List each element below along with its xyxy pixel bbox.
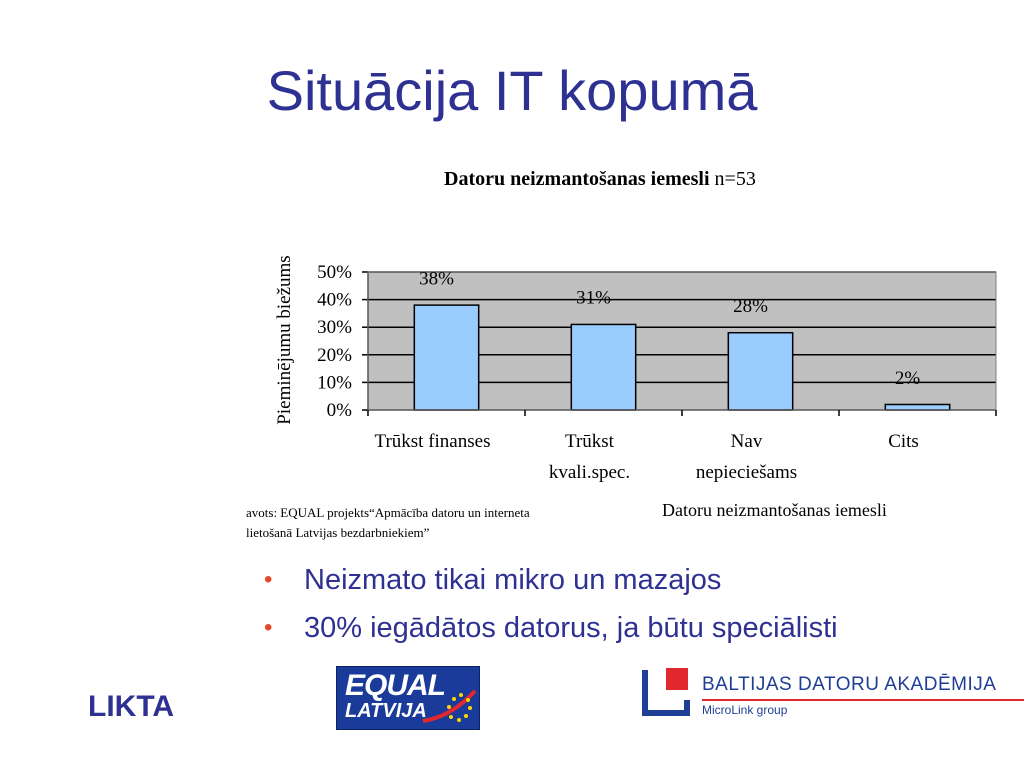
source-line-1: avots: EQUAL projekts“Apmācība datoru un… [246,505,530,520]
x-tick-label: kvali.spec. [549,462,630,483]
eu-stars-icon [422,689,477,723]
bda-name: BALTIJAS DATORU AKADĒMIJA [702,674,997,695]
bullet-icon: • [264,566,273,593]
y-tick-label: 30% [317,317,352,338]
data-labels: 38% 31% 28% 2% [419,268,920,388]
y-axis-title: Pieminējumu biežums [274,255,295,424]
bda-mark-icon [642,668,690,716]
bar-2 [570,323,637,411]
x-tick-label: Nav [731,431,763,452]
axes [362,271,997,416]
bullet-text: Neizmato tikai mikro un mazajos [304,564,722,596]
source-note: avots: EQUAL projekts“Apmācība datoru un… [246,503,626,543]
y-tick-label: 0% [327,400,353,421]
y-tick-labels: 0% 10% 20% 30% 40% 50% [317,262,352,421]
y-tick-label: 40% [317,290,352,311]
x-tick-label: Trūkst [565,431,615,452]
equal-latvija-logo: EQUAL LATVIJA [336,666,480,730]
bullet-list: • Neizmato tikai mikro un mazajos • 30% ie… [262,560,838,656]
x-tick-label: Cits [888,431,919,452]
source-line-2: lietošanā Latvijas bezdarbniekiem” [246,525,430,540]
chart-title-sample: n=53 [714,168,756,190]
likta-label: LIKTA [88,690,175,723]
bar-4 [884,403,951,411]
x-tick-label: Trūkst finanses [375,431,491,452]
data-label: 28% [733,296,768,317]
bar-3 [727,331,794,411]
x-tick-labels: Trūkst finanses Trūkst kvali.spec. Nav nepie… [375,431,919,483]
bullet-item: • 30% iegādātos datorus, ja būtu speciāli… [262,608,838,656]
data-label: 38% [419,268,454,289]
chart-title-main: Datoru neizmantošanas iemesli [444,168,710,190]
bullet-icon: • [264,614,273,641]
equal-logo-country: LATVIJA [345,700,427,722]
slide-title: Situācija IT kopumā [266,59,758,122]
baltijas-datoru-akademija-logo: BALTIJAS DATORU AKADĒMIJA MicroLink grou… [640,664,1024,720]
y-tick-label: 10% [317,372,352,393]
data-label: 31% [576,288,611,309]
bda-subtitle: MicroLink group [702,703,788,717]
y-tick-label: 50% [317,262,352,283]
bar-1 [413,304,480,411]
equal-logo-word: EQUAL [345,669,446,702]
x-axis-title: Datoru neizmantošanas iemesli [662,500,887,520]
chart-title: Datoru neizmantošanas iemesli n=53 [444,168,756,191]
bullet-text: 30% iegādātos datorus, ja būtu speciālis… [304,612,838,644]
bar-chart: 0% 10% 20% 30% 40% 50% Trūkst finanses Trūkst k… [274,255,997,483]
x-tick-label: nepieciešams [696,462,797,483]
data-label: 2% [895,368,921,389]
bda-divider [702,699,1024,701]
y-tick-label: 20% [317,345,352,366]
bullet-item: • Neizmato tikai mikro un mazajos [262,560,838,608]
